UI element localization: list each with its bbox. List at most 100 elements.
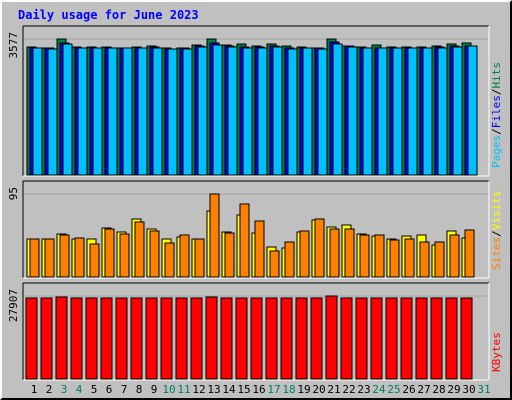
bar-pages-day-7: [122, 47, 133, 176]
bar-sites-day-9: [149, 230, 160, 278]
bar-kbytes-day-3: [55, 296, 68, 380]
x-tick-label-day-26: 26: [402, 383, 415, 396]
x-tick-label-day-21: 21: [327, 383, 340, 396]
bar-kbytes-day-7: [115, 297, 128, 380]
bar-kbytes-day-26: [400, 297, 413, 380]
bar-pages-day-3: [62, 43, 73, 176]
legend-item-pages: Pages: [490, 135, 503, 168]
bar-pages-day-6: [107, 47, 118, 176]
bar-kbytes-day-10: [160, 297, 173, 380]
x-tick-label-day-3: 3: [61, 383, 68, 396]
bar-sites-day-24: [374, 234, 385, 278]
bar-sites-day-27: [419, 241, 430, 278]
bar-kbytes-day-1: [25, 297, 38, 380]
bar-sites-day-25: [389, 239, 400, 278]
legend: KBytes: [490, 332, 503, 372]
x-tick-label-day-11: 11: [177, 383, 190, 396]
bar-kbytes-day-2: [40, 297, 53, 380]
bar-pages-day-11: [182, 48, 193, 176]
bar-sites-day-26: [404, 238, 415, 278]
legend-separator: /: [490, 128, 503, 135]
bar-pages-day-29: [452, 46, 463, 176]
x-tick-label-day-22: 22: [342, 383, 355, 396]
bar-kbytes-day-8: [130, 297, 143, 380]
y-max-label: 3577: [7, 32, 20, 59]
bar-sites-day-7: [119, 233, 130, 278]
legend-item-files: Files: [490, 95, 503, 128]
bar-kbytes-day-4: [70, 297, 83, 380]
bar-sites-day-12: [194, 238, 205, 278]
bar-kbytes-day-21: [325, 295, 338, 380]
bar-sites-day-15: [239, 203, 250, 278]
bar-sites-day-8: [134, 221, 145, 278]
bar-sites-day-16: [254, 220, 265, 278]
bar-pages-day-15: [242, 47, 253, 176]
x-tick-label-day-20: 20: [312, 383, 325, 396]
chart-title: Daily usage for June 2023: [18, 8, 199, 22]
bar-kbytes-day-25: [385, 297, 398, 380]
bar-pages-day-9: [152, 47, 163, 176]
bar-kbytes-day-9: [145, 297, 158, 380]
bar-pages-day-8: [137, 47, 148, 176]
bar-pages-day-27: [422, 47, 433, 176]
x-tick-label-day-2: 2: [46, 383, 53, 396]
x-axis-labels: 1 2 3 4 5 6 7 8 9 10 11 12 13 14 15 16 17 18 19 20 21 22 23 24 2…: [31, 383, 491, 396]
legend-item-sites: Sites: [490, 237, 503, 270]
legend: Sites/Visits: [490, 191, 503, 271]
x-tick-label-day-8: 8: [136, 383, 143, 396]
legend-item-visits: Visits: [490, 191, 503, 231]
bar-pages-day-12: [197, 46, 208, 176]
bar-pages-day-25: [392, 47, 403, 176]
bar-pages-day-20: [317, 48, 328, 176]
bar-sites-day-11: [179, 234, 190, 278]
bar-sites-day-19: [299, 230, 310, 278]
bar-sites-day-17: [269, 250, 280, 278]
bar-sites-day-1: [29, 238, 40, 278]
x-tick-label-day-1: 1: [31, 383, 38, 396]
bar-kbytes-day-23: [355, 297, 368, 380]
bar-pages-day-13: [212, 44, 223, 176]
bar-pages-day-24: [377, 47, 388, 176]
bar-pages-day-18: [287, 48, 298, 176]
bar-pages-day-10: [167, 48, 178, 176]
bar-pages-day-22: [347, 46, 358, 176]
x-tick-label-day-23: 23: [357, 383, 370, 396]
bar-kbytes-day-19: [295, 297, 308, 380]
bar-sites-day-18: [284, 241, 295, 278]
bar-kbytes-day-14: [220, 297, 233, 380]
bar-pages-day-21: [332, 43, 343, 176]
bar-kbytes-day-6: [100, 297, 113, 380]
bar-pages-day-5: [92, 47, 103, 176]
legend-item-kbytes: KBytes: [490, 332, 503, 372]
bar-sites-day-10: [164, 242, 175, 278]
bar-kbytes-day-5: [85, 297, 98, 380]
bar-kbytes-day-15: [235, 297, 248, 380]
x-tick-label-day-6: 6: [106, 383, 113, 396]
kbytes-panel: 27907 KBytes: [7, 282, 503, 381]
x-tick-label-day-18: 18: [282, 383, 295, 396]
bar-pages-day-28: [437, 47, 448, 176]
bar-kbytes-day-28: [430, 297, 443, 380]
bar-sites-day-21: [329, 228, 340, 278]
bar-sites-day-5: [89, 243, 100, 278]
bar-pages-day-4: [77, 47, 88, 176]
bar-kbytes-day-30: [460, 297, 473, 380]
bar-kbytes-day-29: [445, 297, 458, 380]
bar-pages-day-16: [257, 47, 268, 176]
bar-pages-day-23: [362, 47, 373, 176]
x-tick-label-day-4: 4: [76, 383, 83, 396]
bar-sites-day-4: [74, 237, 85, 278]
x-tick-label-day-25: 25: [387, 383, 400, 396]
x-tick-label-day-31: 31: [477, 383, 490, 396]
x-tick-label-day-17: 17: [267, 383, 280, 396]
bar-sites-day-23: [359, 234, 370, 278]
bar-sites-day-30: [464, 229, 475, 278]
bar-kbytes-day-24: [370, 297, 383, 380]
x-tick-label-day-29: 29: [447, 383, 460, 396]
bar-sites-day-29: [449, 234, 460, 278]
bar-sites-day-3: [59, 234, 70, 278]
bar-sites-day-2: [44, 238, 55, 278]
x-tick-label-day-28: 28: [432, 383, 445, 396]
